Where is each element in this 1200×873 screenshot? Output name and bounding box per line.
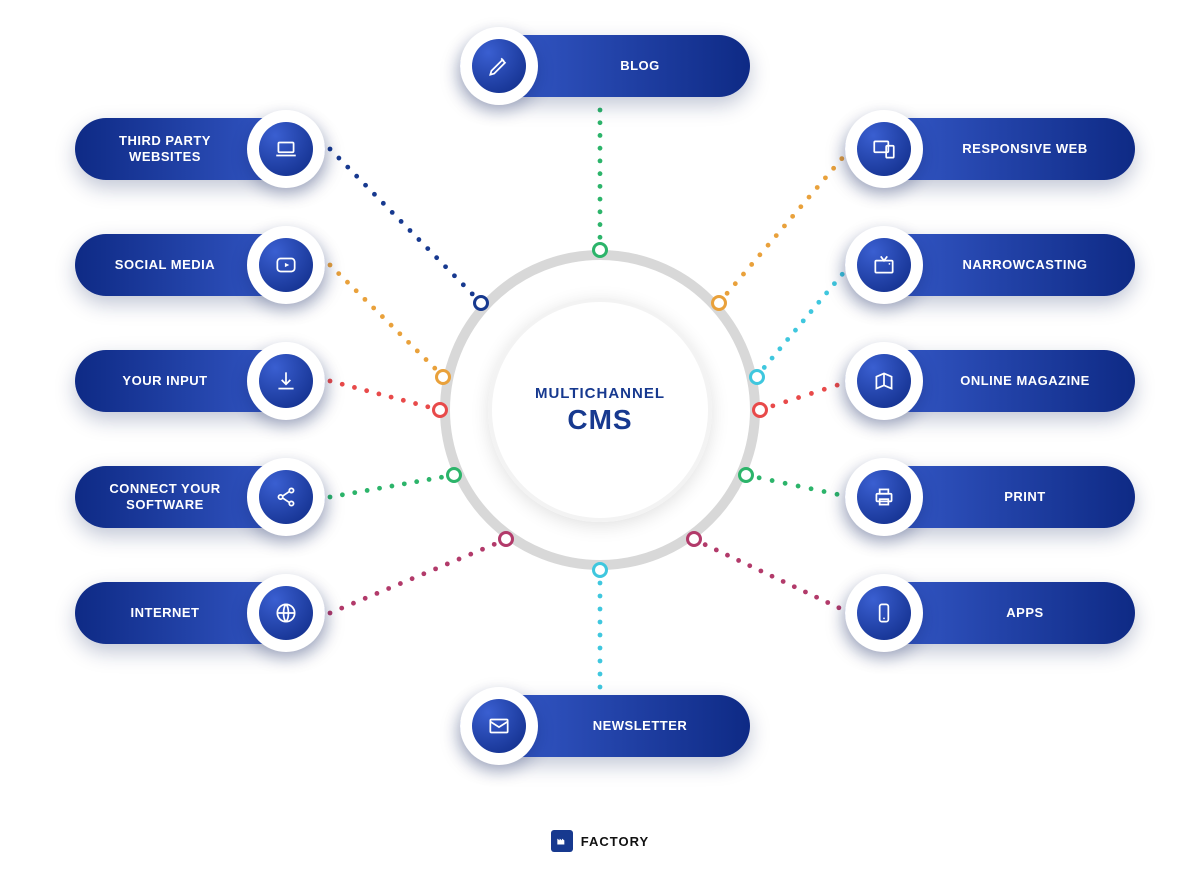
node-apps: APPS xyxy=(845,582,1135,644)
node-badge xyxy=(460,687,538,765)
node-badge xyxy=(247,574,325,652)
phone-icon xyxy=(857,586,911,640)
ring-dot-third-party xyxy=(473,295,489,311)
ring-dot-apps xyxy=(686,531,702,547)
node-social-media: SOCIAL MEDIA xyxy=(75,234,325,296)
node-badge xyxy=(247,342,325,420)
youtube-icon xyxy=(259,238,313,292)
node-badge xyxy=(247,110,325,188)
node-label: THIRD PARTY WEBSITES xyxy=(75,133,255,166)
tv-icon xyxy=(857,238,911,292)
ring-dot-blog xyxy=(592,242,608,258)
hub-core: MULTICHANNEL CMS xyxy=(488,298,712,522)
ring-dot-narrowcasting xyxy=(749,369,765,385)
footer-logo: FACTORY xyxy=(0,830,1200,852)
node-label: CONNECT YOUR SOFTWARE xyxy=(75,481,255,514)
laptop-icon xyxy=(259,122,313,176)
node-internet: INTERNET xyxy=(75,582,325,644)
node-third-party: THIRD PARTY WEBSITES xyxy=(75,118,325,180)
pencil-icon xyxy=(472,39,526,93)
node-label: INTERNET xyxy=(75,605,255,621)
node-blog: BLOG xyxy=(460,35,750,97)
node-connect-software: CONNECT YOUR SOFTWARE xyxy=(75,466,325,528)
node-print: PRINT xyxy=(845,466,1135,528)
ring-dot-responsive-web xyxy=(711,295,727,311)
ring-dot-newsletter xyxy=(592,562,608,578)
globe-icon xyxy=(259,586,313,640)
printer-icon xyxy=(857,470,911,524)
devices-icon xyxy=(857,122,911,176)
node-label: RESPONSIVE WEB xyxy=(915,141,1135,157)
diagram-canvas: MULTICHANNEL CMS BLOG THIRD PARTY WEBSITES S… xyxy=(0,0,1200,873)
ring-dot-online-magazine xyxy=(752,402,768,418)
download-icon xyxy=(259,354,313,408)
node-responsive-web: RESPONSIVE WEB xyxy=(845,118,1135,180)
node-label: APPS xyxy=(915,605,1135,621)
hub-title: MULTICHANNEL xyxy=(535,385,665,402)
node-badge xyxy=(845,226,923,304)
node-your-input: YOUR INPUT xyxy=(75,350,325,412)
node-badge xyxy=(460,27,538,105)
ring-dot-internet xyxy=(498,531,514,547)
node-online-magazine: ONLINE MAGAZINE xyxy=(845,350,1135,412)
share-icon xyxy=(259,470,313,524)
factory-icon xyxy=(551,830,573,852)
node-label: NARROWCASTING xyxy=(915,257,1135,273)
node-narrowcasting: NARROWCASTING xyxy=(845,234,1135,296)
ring-dot-social-media xyxy=(435,369,451,385)
node-label: ONLINE MAGAZINE xyxy=(915,373,1135,389)
node-badge xyxy=(845,458,923,536)
footer-label: FACTORY xyxy=(581,834,649,849)
node-label: BLOG xyxy=(530,58,750,74)
mail-icon xyxy=(472,699,526,753)
node-badge xyxy=(845,342,923,420)
hub-subtitle: CMS xyxy=(567,404,632,436)
ring-dot-print xyxy=(738,467,754,483)
node-badge xyxy=(845,110,923,188)
node-newsletter: NEWSLETTER xyxy=(460,695,750,757)
node-label: SOCIAL MEDIA xyxy=(75,257,255,273)
ring-dot-connect-software xyxy=(446,467,462,483)
book-icon xyxy=(857,354,911,408)
node-label: YOUR INPUT xyxy=(75,373,255,389)
ring-dot-your-input xyxy=(432,402,448,418)
node-badge xyxy=(247,226,325,304)
node-label: PRINT xyxy=(915,489,1135,505)
node-badge xyxy=(845,574,923,652)
node-label: NEWSLETTER xyxy=(530,718,750,734)
node-badge xyxy=(247,458,325,536)
